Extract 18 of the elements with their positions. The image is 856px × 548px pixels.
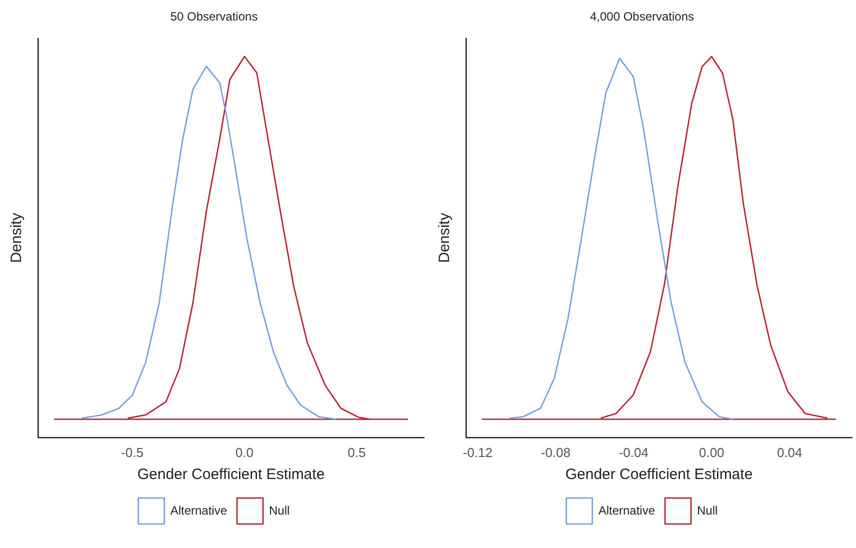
x-tick-label: -0.04 <box>618 444 648 460</box>
legend-label: Alternative <box>598 503 656 518</box>
x-tick-label: 0.5 <box>348 444 366 460</box>
x-axis-title: Gender Coefficient Estimate <box>137 466 325 484</box>
x-tick-label: -0.12 <box>462 444 493 460</box>
chart-title: 4,000 Observations <box>590 10 694 24</box>
y-axis-title: Density <box>8 212 26 263</box>
legend-label: Null <box>269 503 290 518</box>
legend-label: Null <box>697 503 718 518</box>
legend-label: Alternative <box>170 503 228 518</box>
y-axis-title: Density <box>436 212 454 263</box>
x-tick-label: -0.5 <box>121 444 144 460</box>
x-tick-label: -0.08 <box>540 444 570 460</box>
x-tick-label: 0.0 <box>235 444 254 460</box>
x-tick-label: 0.00 <box>698 444 724 460</box>
x-axis-title: Gender Coefficient Estimate <box>565 466 753 484</box>
x-tick-label: 0.04 <box>776 444 802 460</box>
chart-title: 50 Observations <box>170 10 258 24</box>
